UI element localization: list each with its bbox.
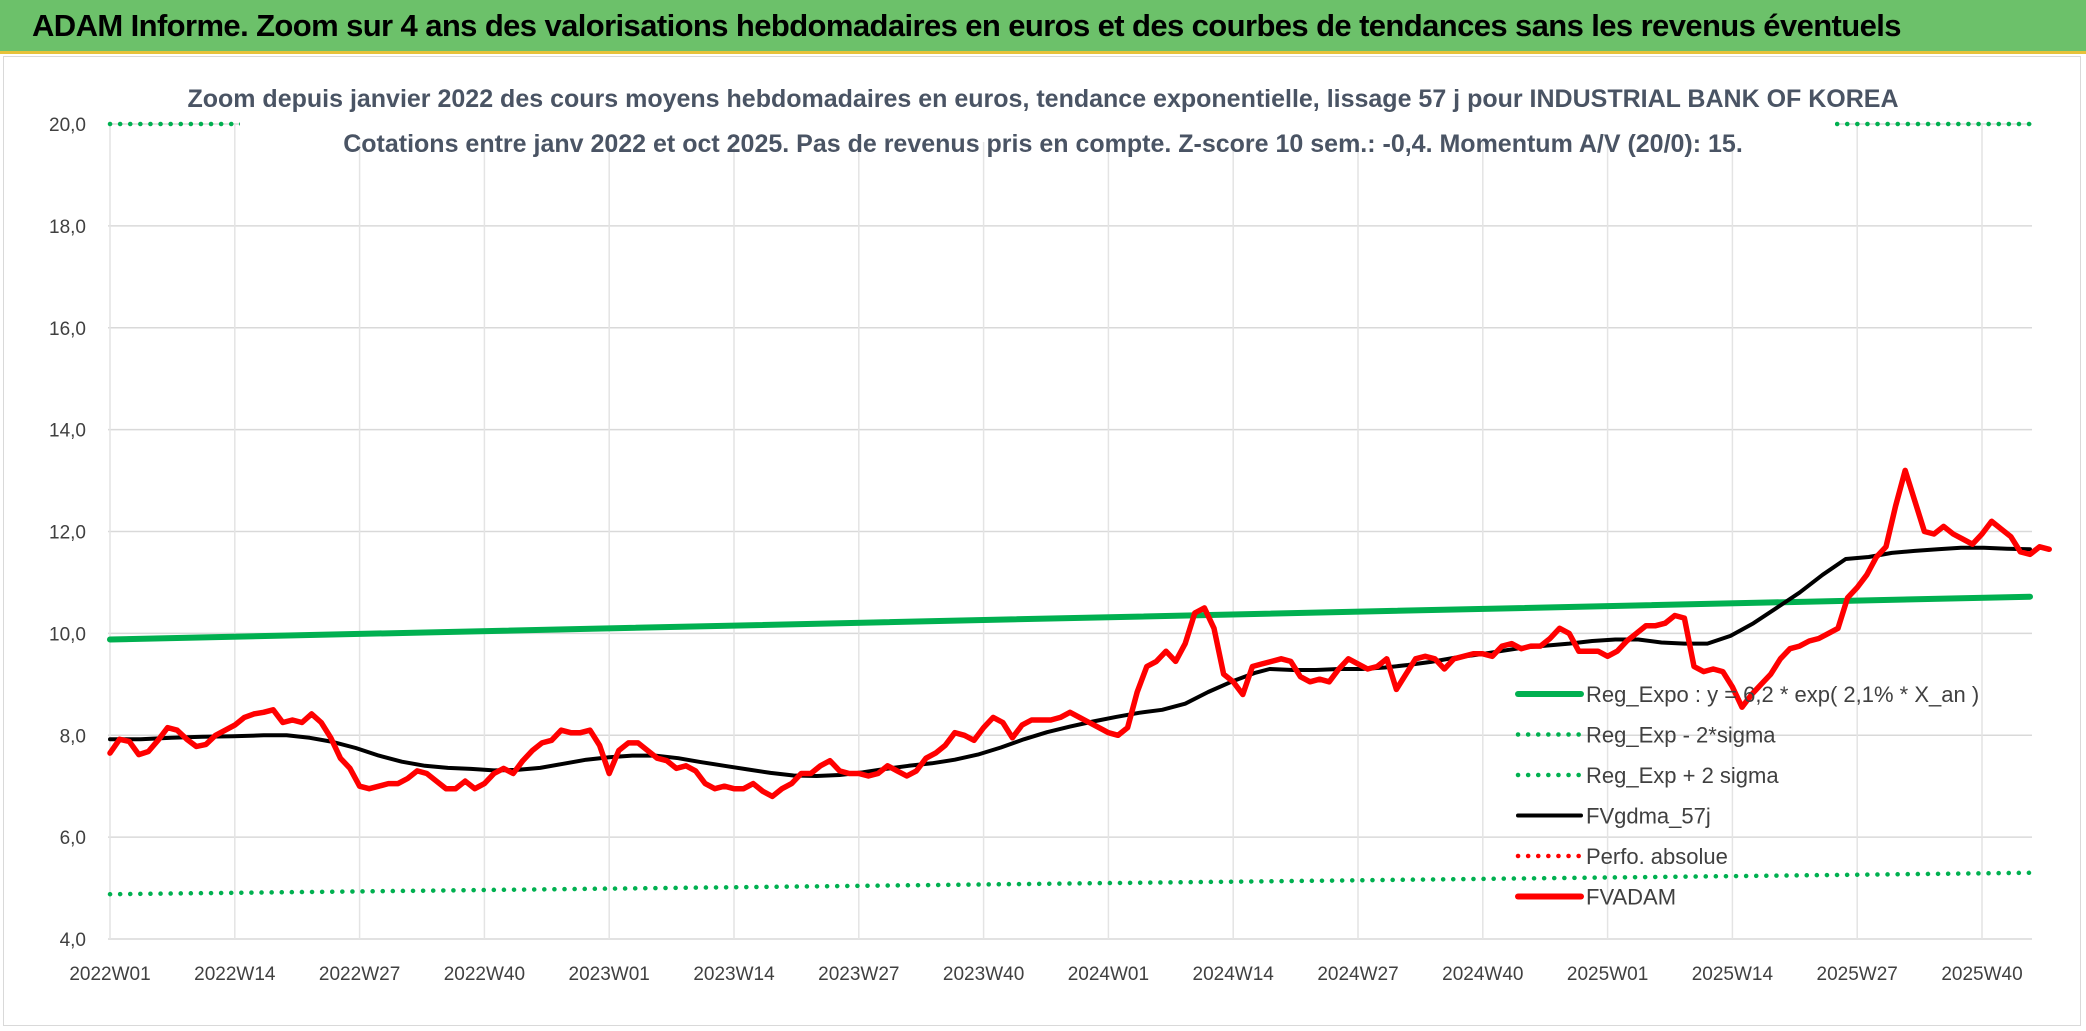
grid [108, 123, 2032, 940]
legend-entry-fvgdma: FVgdma_57j [1516, 804, 1711, 829]
legend-entry-perfo-absolue: Perfo. absolue [1515, 844, 1728, 869]
y-tick-label: 10,0 [49, 624, 86, 645]
y-axis-tick-labels: 4,0 6,0 8,0 10,0 12,0 14,0 16,0 18,0 20,0 [49, 115, 86, 951]
x-tick-label: 2024W14 [1193, 964, 1275, 985]
x-axis-tick-labels: 2022W01 2022W14 2022W27 2022W40 2023W01 2023W… [69, 964, 2022, 985]
legend-label: Perfo. absolue [1586, 844, 1728, 869]
x-tick-label: 2023W14 [693, 964, 775, 985]
x-tick-label: 2023W27 [818, 964, 899, 985]
legend: Reg_Expo : y = 6,2 * exp( 2,1% * X_an ) R… [1515, 682, 1979, 910]
y-tick-label: 12,0 [49, 523, 86, 544]
legend-label: FVgdma_57j [1586, 804, 1711, 829]
header-title: ADAM Informe. Zoom sur 4 ans des valoris… [32, 8, 1902, 43]
title-backdrop [240, 82, 1835, 142]
legend-entry-reg-expo: Reg_Expo : y = 6,2 * exp( 2,1% * X_an ) [1515, 682, 1979, 707]
x-tick-label: 2022W27 [319, 964, 400, 985]
chart-title: Zoom depuis janvier 2022 des cours moyen… [187, 85, 1898, 113]
x-tick-label: 2023W01 [569, 964, 650, 985]
legend-label: Reg_Expo : y = 6,2 * exp( 2,1% * X_an ) [1586, 682, 1979, 707]
y-tick-label: 14,0 [49, 421, 86, 442]
legend-entry-reg-exp-plus: Reg_Exp + 2 sigma [1515, 763, 1779, 788]
x-tick-label: 2022W01 [69, 964, 150, 985]
series-line-1 [107, 870, 2033, 897]
header-bar: ADAM Informe. Zoom sur 4 ans des valoris… [0, 0, 2086, 54]
chart-subtitle: Cotations entre janv 2022 et oct 2025. P… [343, 130, 1743, 158]
x-tick-label: 2022W14 [194, 964, 276, 985]
x-tick-label: 2025W14 [1692, 964, 1774, 985]
y-tick-label: 18,0 [49, 217, 86, 238]
y-tick-label: 4,0 [60, 930, 86, 951]
x-tick-label: 2025W27 [1817, 964, 1898, 985]
x-tick-label: 2022W40 [444, 964, 525, 985]
series-group [107, 82, 2052, 897]
legend-label: Reg_Exp + 2 sigma [1586, 763, 1779, 788]
y-tick-label: 6,0 [60, 828, 86, 849]
legend-entry-fvadam: FVADAM [1515, 885, 1676, 910]
x-tick-label: 2024W27 [1317, 964, 1398, 985]
series-line-0 [107, 593, 2033, 643]
legend-label: FVADAM [1586, 885, 1676, 910]
chart-frame [3, 56, 2081, 1026]
x-tick-label: 2025W01 [1567, 964, 1648, 985]
x-tick-label: 2023W40 [943, 964, 1024, 985]
y-tick-label: 16,0 [49, 319, 86, 340]
x-tick-label: 2024W40 [1442, 964, 1523, 985]
legend-label: Reg_Exp - 2*sigma [1586, 723, 1776, 748]
legend-entry-reg-exp-minus: Reg_Exp - 2*sigma [1515, 723, 1776, 748]
x-tick-label: 2024W01 [1068, 964, 1149, 985]
y-tick-label: 8,0 [60, 726, 86, 747]
x-tick-label: 2025W40 [1941, 964, 2022, 985]
y-tick-label: 20,0 [49, 115, 86, 136]
series-line-5 [107, 467, 2052, 800]
